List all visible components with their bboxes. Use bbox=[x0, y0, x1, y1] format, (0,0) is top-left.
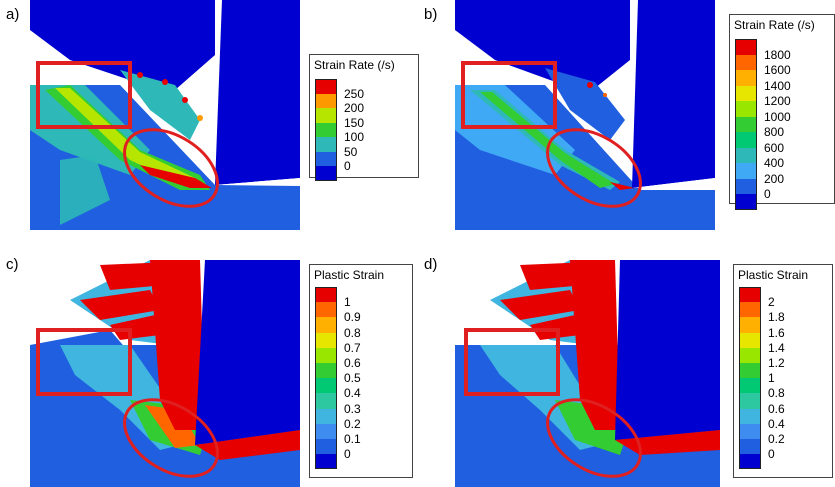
legend-tick-label: 0.5 bbox=[344, 371, 361, 386]
legend-swatch bbox=[315, 378, 337, 394]
legend-tick-label: 0.6 bbox=[344, 356, 361, 370]
legend-tick-label: 200 bbox=[344, 101, 365, 115]
legend-tick-label: 0.6 bbox=[768, 401, 785, 416]
legend-swatch bbox=[735, 54, 757, 70]
legend-tick-label: 1600 bbox=[764, 63, 791, 77]
legend-tick-label: 1.8 bbox=[768, 310, 785, 325]
legend-tick-label: 1.4 bbox=[768, 340, 785, 355]
panel-b-label: b) bbox=[424, 6, 438, 23]
legend-swatch bbox=[739, 287, 761, 303]
legend-swatch bbox=[315, 408, 337, 424]
legend-swatch bbox=[315, 423, 337, 439]
legend-swatch bbox=[315, 363, 337, 379]
legend-swatch bbox=[315, 393, 337, 409]
legend-swatch bbox=[735, 39, 757, 55]
legend-tick-label: 1000 bbox=[764, 109, 791, 124]
panel-d-label: d) bbox=[424, 256, 438, 273]
legend-tick-label: 0.3 bbox=[344, 401, 361, 416]
legend-swatch bbox=[739, 408, 761, 424]
legend-tick-label: 50 bbox=[344, 144, 358, 159]
legend-swatch bbox=[315, 332, 337, 348]
legend-swatch bbox=[315, 151, 337, 166]
legend-tick-label: 0.2 bbox=[344, 416, 361, 431]
panel-b-legend-title: Strain Rate (/s) bbox=[734, 18, 815, 32]
legend-swatch bbox=[735, 178, 757, 194]
panel-a-legend-title: Strain Rate (/s) bbox=[314, 58, 395, 72]
legend-swatch bbox=[739, 439, 761, 455]
legend-tick-label: 0.4 bbox=[344, 386, 361, 401]
panel-d-legend-title: Plastic Strain bbox=[738, 268, 809, 282]
legend-swatch bbox=[315, 317, 337, 333]
legend-swatch bbox=[735, 163, 757, 179]
panel-c-legend: Plastic Strain 1 0.9 0.8 0.7 0.6 0.5 0.4 0.3 0.2… bbox=[309, 264, 413, 478]
legend-tick-label: 400 bbox=[764, 156, 785, 170]
legend-swatch bbox=[735, 147, 757, 163]
legend-tick-label: 0.4 bbox=[768, 416, 785, 431]
legend-swatch bbox=[315, 302, 337, 318]
panel-c-label: c) bbox=[6, 256, 19, 273]
legend-tick-label: 0.7 bbox=[344, 340, 361, 355]
panel-a-label: a) bbox=[6, 6, 20, 23]
legend-swatch bbox=[735, 85, 757, 101]
legend-tick-label: 1200 bbox=[764, 94, 791, 108]
legend-swatch bbox=[735, 101, 757, 117]
legend-tick-label: 0.8 bbox=[344, 325, 361, 340]
legend-swatch bbox=[735, 132, 757, 148]
legend-tick-label: 0 bbox=[344, 159, 351, 173]
legend-swatch bbox=[739, 423, 761, 439]
legend-swatch bbox=[315, 93, 337, 108]
legend-swatch bbox=[315, 454, 337, 470]
legend-swatch bbox=[739, 393, 761, 409]
legend-swatch bbox=[315, 108, 337, 123]
legend-tick-label: 1.2 bbox=[768, 356, 785, 370]
legend-swatch bbox=[315, 79, 337, 94]
legend-tick-label: 1800 bbox=[764, 47, 791, 62]
legend-swatch bbox=[735, 194, 757, 210]
legend-tick-label: 0.9 bbox=[344, 310, 361, 325]
legend-swatch bbox=[739, 363, 761, 379]
legend-tick-label: 150 bbox=[344, 115, 365, 130]
panel-b-legend: Strain Rate (/s) 1800 1600 1400 1200 1000 800… bbox=[729, 14, 835, 210]
panel-a-legend: Strain Rate (/s) 250 200 150 100 50 0 bbox=[309, 54, 419, 181]
legend-tick-label: 200 bbox=[764, 171, 785, 186]
legend-swatch bbox=[735, 70, 757, 86]
legend-swatch bbox=[739, 332, 761, 348]
legend-swatch bbox=[739, 454, 761, 470]
legend-tick-label: 1400 bbox=[764, 78, 791, 93]
legend-tick-label: 0 bbox=[344, 447, 351, 462]
legend-tick-label: 0.1 bbox=[344, 432, 361, 446]
legend-tick-label: 800 bbox=[764, 125, 785, 139]
legend-tick-label: 1.6 bbox=[768, 325, 785, 340]
legend-tick-label: 1 bbox=[344, 295, 351, 310]
legend-swatch bbox=[739, 347, 761, 363]
legend-tick-label: 2 bbox=[768, 295, 775, 310]
legend-tick-label: 0 bbox=[764, 187, 771, 201]
legend-swatch bbox=[735, 116, 757, 132]
legend-swatch bbox=[315, 137, 337, 152]
legend-swatch bbox=[315, 122, 337, 137]
legend-swatch bbox=[315, 287, 337, 303]
legend-swatch bbox=[315, 439, 337, 455]
panel-c-legend-title: Plastic Strain bbox=[314, 268, 385, 282]
legend-tick-label: 600 bbox=[764, 140, 785, 155]
legend-tick-label: 0.8 bbox=[768, 386, 785, 401]
legend-swatch bbox=[315, 347, 337, 363]
legend-tick-label: 100 bbox=[344, 130, 365, 144]
legend-tick-label: 1 bbox=[768, 371, 775, 386]
panel-d-legend: Plastic Strain 2 1.8 1.6 1.4 1.2 1 0.8 0.6 0.4 0.… bbox=[733, 264, 833, 478]
legend-swatch bbox=[739, 302, 761, 318]
legend-tick-label: 0.2 bbox=[768, 432, 785, 446]
legend-swatch bbox=[739, 317, 761, 333]
legend-tick-label: 250 bbox=[344, 86, 365, 101]
legend-swatch bbox=[315, 166, 337, 181]
legend-swatch bbox=[739, 378, 761, 394]
legend-tick-label: 0 bbox=[768, 447, 775, 462]
